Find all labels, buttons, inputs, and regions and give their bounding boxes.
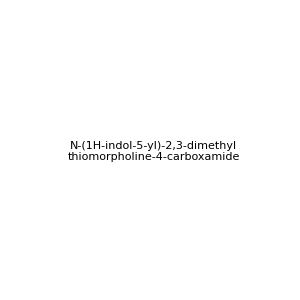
Text: N-(1H-indol-5-yl)-2,3-dimethyl
thiomorpholine-4-carboxamide: N-(1H-indol-5-yl)-2,3-dimethyl thiomorph… xyxy=(68,141,240,162)
